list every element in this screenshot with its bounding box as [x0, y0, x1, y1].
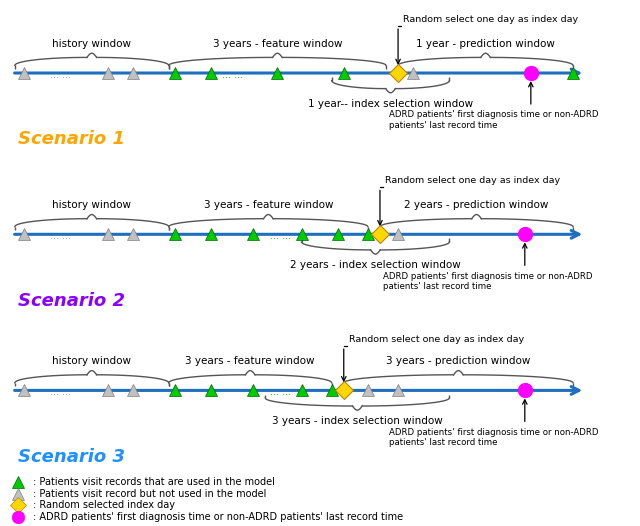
Text: Random select one day as index day: Random select one day as index day [385, 176, 560, 185]
Text: : Patients visit records that are used in the model: : Patients visit records that are used i… [33, 478, 275, 488]
Text: ... ...: ... ... [221, 70, 243, 80]
Text: 2 years - index selection window: 2 years - index selection window [290, 260, 461, 270]
Text: ... ...: ... ... [270, 388, 291, 398]
Text: history window: history window [52, 200, 131, 210]
Text: 3 years - feature window: 3 years - feature window [212, 39, 342, 49]
Text: 3 years - index selection window: 3 years - index selection window [272, 417, 443, 427]
Text: ADRD patients' first diagnosis time or non-ADRD
patients' last record time: ADRD patients' first diagnosis time or n… [383, 272, 593, 291]
Text: 1 year - prediction window: 1 year - prediction window [416, 39, 555, 49]
Text: 1 year-- index selection window: 1 year-- index selection window [308, 99, 473, 109]
Text: Scenario 3: Scenario 3 [18, 448, 125, 466]
Text: Scenario 2: Scenario 2 [18, 291, 125, 309]
Text: ... ...: ... ... [270, 231, 291, 241]
Text: history window: history window [52, 39, 131, 49]
Text: history window: history window [52, 357, 131, 367]
Text: : Patients visit record but not used in the model: : Patients visit record but not used in … [33, 489, 266, 499]
Text: ADRD patients' first diagnosis time or non-ADRD
patients' last record time: ADRD patients' first diagnosis time or n… [389, 110, 598, 130]
Text: ... ...: ... ... [49, 70, 70, 80]
Text: 3 years - feature window: 3 years - feature window [204, 200, 333, 210]
Text: ADRD patients' first diagnosis time or non-ADRD
patients' last record time: ADRD patients' first diagnosis time or n… [389, 428, 598, 447]
Text: 3 years - feature window: 3 years - feature window [186, 357, 315, 367]
Text: ... ...: ... ... [49, 231, 70, 241]
Text: Random select one day as index day: Random select one day as index day [403, 15, 578, 24]
Text: : ADRD patients' first diagnosis time or non-ADRD patients' last record time: : ADRD patients' first diagnosis time or… [33, 512, 403, 522]
Text: 2 years - prediction window: 2 years - prediction window [404, 200, 548, 210]
Text: : Random selected index day: : Random selected index day [33, 500, 175, 510]
Text: Random select one day as index day: Random select one day as index day [349, 335, 524, 343]
Text: ... ...: ... ... [49, 388, 70, 398]
Text: 3 years - prediction window: 3 years - prediction window [386, 357, 531, 367]
Text: Scenario 1: Scenario 1 [18, 130, 125, 148]
